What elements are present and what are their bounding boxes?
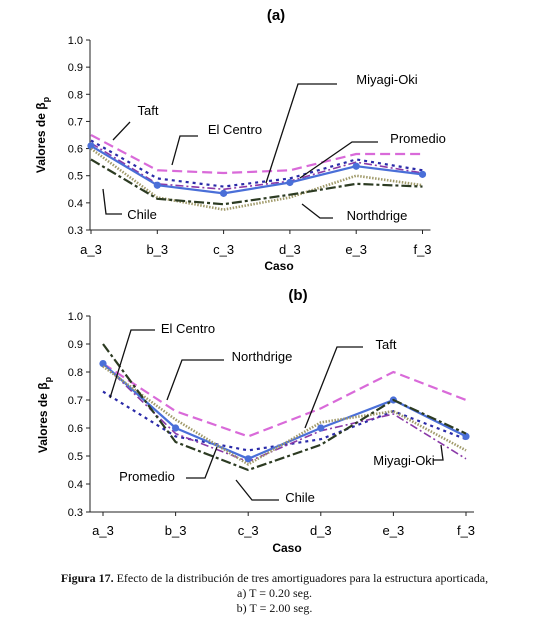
series-line-chile [102, 343, 467, 472]
x-tick-label: f_3 [457, 523, 475, 538]
data-point [462, 432, 470, 440]
x-tick-label: c_3 [238, 523, 259, 538]
annotation-label: Promedio [119, 469, 175, 484]
y-tick-label: 1.0 [68, 311, 83, 323]
data-point [352, 162, 360, 170]
annotation-leader-line [265, 83, 337, 184]
x-tick-label: e_3 [345, 242, 367, 257]
annotation-leader-line [304, 346, 363, 429]
x-tick-label: d_3 [310, 523, 332, 538]
series-line-miyagi-oki [90, 142, 423, 191]
chart-b-title: (b) [288, 287, 307, 304]
x-tick-label: c_3 [213, 242, 234, 257]
y-tick-label: 0.8 [68, 89, 83, 101]
annotation-label: Northdrige [347, 208, 408, 223]
annotation-leader-line [301, 203, 333, 219]
y-tick-label: 0.6 [68, 144, 83, 156]
annotation-label: El Centro [161, 321, 215, 336]
annotation-label: Chile [285, 490, 315, 505]
annotation-leader-line [299, 141, 378, 179]
chart-b-ylabel: Valores de βp [36, 376, 53, 453]
y-tick-label: 0.5 [68, 451, 83, 463]
series-line-el-centro [102, 390, 467, 452]
data-point [172, 424, 180, 432]
annotation-leader-line [166, 359, 224, 401]
annotation-label: Miyagi-Oki [373, 453, 435, 468]
annotation-label: Promedio [390, 131, 446, 146]
annotation-label: Taft [376, 337, 397, 352]
annotation-leader-line [186, 446, 218, 479]
series-line-taft [90, 134, 423, 175]
chart-a-ylabel: Valores de βp [34, 96, 51, 173]
series-line-miyagi-oki [102, 363, 467, 463]
annotation-leader-line [433, 444, 444, 461]
data-point [418, 170, 427, 178]
annotation-label: Taft [138, 103, 159, 118]
series-line-chile [90, 158, 423, 206]
y-tick-label: 0.3 [68, 507, 83, 519]
x-tick-label: d_3 [279, 242, 301, 257]
y-tick-label: 0.7 [68, 395, 83, 407]
figure-caption: Figura 17. Efecto de la distribución de … [0, 571, 549, 616]
data-point [153, 181, 161, 189]
annotation-leader-line [109, 329, 155, 399]
y-tick-label: 0.3 [68, 225, 83, 237]
caption-line-1: Figura 17. Efecto de la distribución de … [0, 571, 549, 586]
chart-a-xlabel: Caso [264, 259, 293, 273]
chart-b-axes: 0.3 0.4 0.5 0.6 0.7 0.8 0.9 1.0 a_3 b_3 c_3 d_3 e_3 f… [68, 311, 475, 538]
x-tick-label: e_3 [383, 523, 405, 538]
annotation-label: Northdrige [232, 349, 293, 364]
annotation-label: Miyagi-Oki [356, 72, 418, 87]
y-tick-label: 0.6 [68, 423, 83, 435]
x-tick-label: b_3 [146, 242, 168, 257]
caption-line-3: b) T = 2.00 seg. [236, 601, 313, 615]
y-tick-label: 0.4 [68, 198, 83, 210]
chart-a: (a) 0.3 0.4 0.5 0.6 0.7 0.8 0.9 1.0 a_3 b_3 c_3 d_3… [34, 7, 446, 273]
annotation-label: Chile [127, 207, 157, 222]
chart-b-annotations: El Centro Northdrige Taft Promedio Chile Miya… [109, 321, 444, 505]
chart-b-series [99, 343, 470, 472]
data-point [244, 455, 252, 463]
data-point [286, 178, 294, 187]
data-point [220, 189, 228, 197]
annotation-leader-line [235, 479, 279, 501]
series-line-taft [102, 362, 467, 438]
annotation-leader-line [171, 135, 198, 166]
y-tick-label: 0.9 [68, 62, 83, 74]
caption-figure-label: Figura 17. [60, 571, 114, 585]
y-tick-label: 0.5 [68, 171, 83, 183]
series-line-el-centro [90, 139, 423, 188]
annotation-leader-line [112, 121, 131, 141]
x-tick-label: a_3 [92, 523, 114, 538]
chart-b-xlabel: Caso [272, 541, 301, 555]
y-tick-label: 0.9 [68, 339, 83, 351]
caption-line-2: a) T = 0.20 seg. [237, 586, 312, 600]
caption-text: Efecto de la distribución de tres amorti… [116, 571, 489, 585]
y-tick-label: 1.0 [68, 35, 83, 47]
annotation-label: El Centro [208, 122, 262, 137]
series-line-northdrige [102, 365, 467, 466]
y-tick-label: 0.7 [68, 116, 83, 128]
data-point [87, 142, 95, 150]
chart-a-title: (a) [267, 7, 285, 24]
y-tick-label: 0.8 [68, 367, 83, 379]
series-line-promedio [90, 144, 423, 195]
data-point [99, 360, 107, 368]
x-tick-label: a_3 [80, 242, 102, 257]
chart-a-series [87, 134, 427, 211]
series-line-northdrige [90, 147, 423, 211]
chart-a-annotations: Taft El Centro Miyagi-Oki Promedio Northdrig… [102, 72, 446, 223]
data-point [317, 424, 325, 432]
chart-b: (b) 0.3 0.4 0.5 0.6 0.7 0.8 0.9 1.0 a_3 b_3 c_3 d_3… [36, 287, 475, 555]
x-tick-label: f_3 [413, 242, 431, 257]
chart-a-axes: 0.3 0.4 0.5 0.6 0.7 0.8 0.9 1.0 a_3 b_3 c_3 d_3 e_3 f… [68, 35, 432, 257]
y-tick-label: 0.4 [68, 479, 83, 491]
annotation-leader-line [102, 188, 122, 215]
x-tick-label: b_3 [165, 523, 187, 538]
